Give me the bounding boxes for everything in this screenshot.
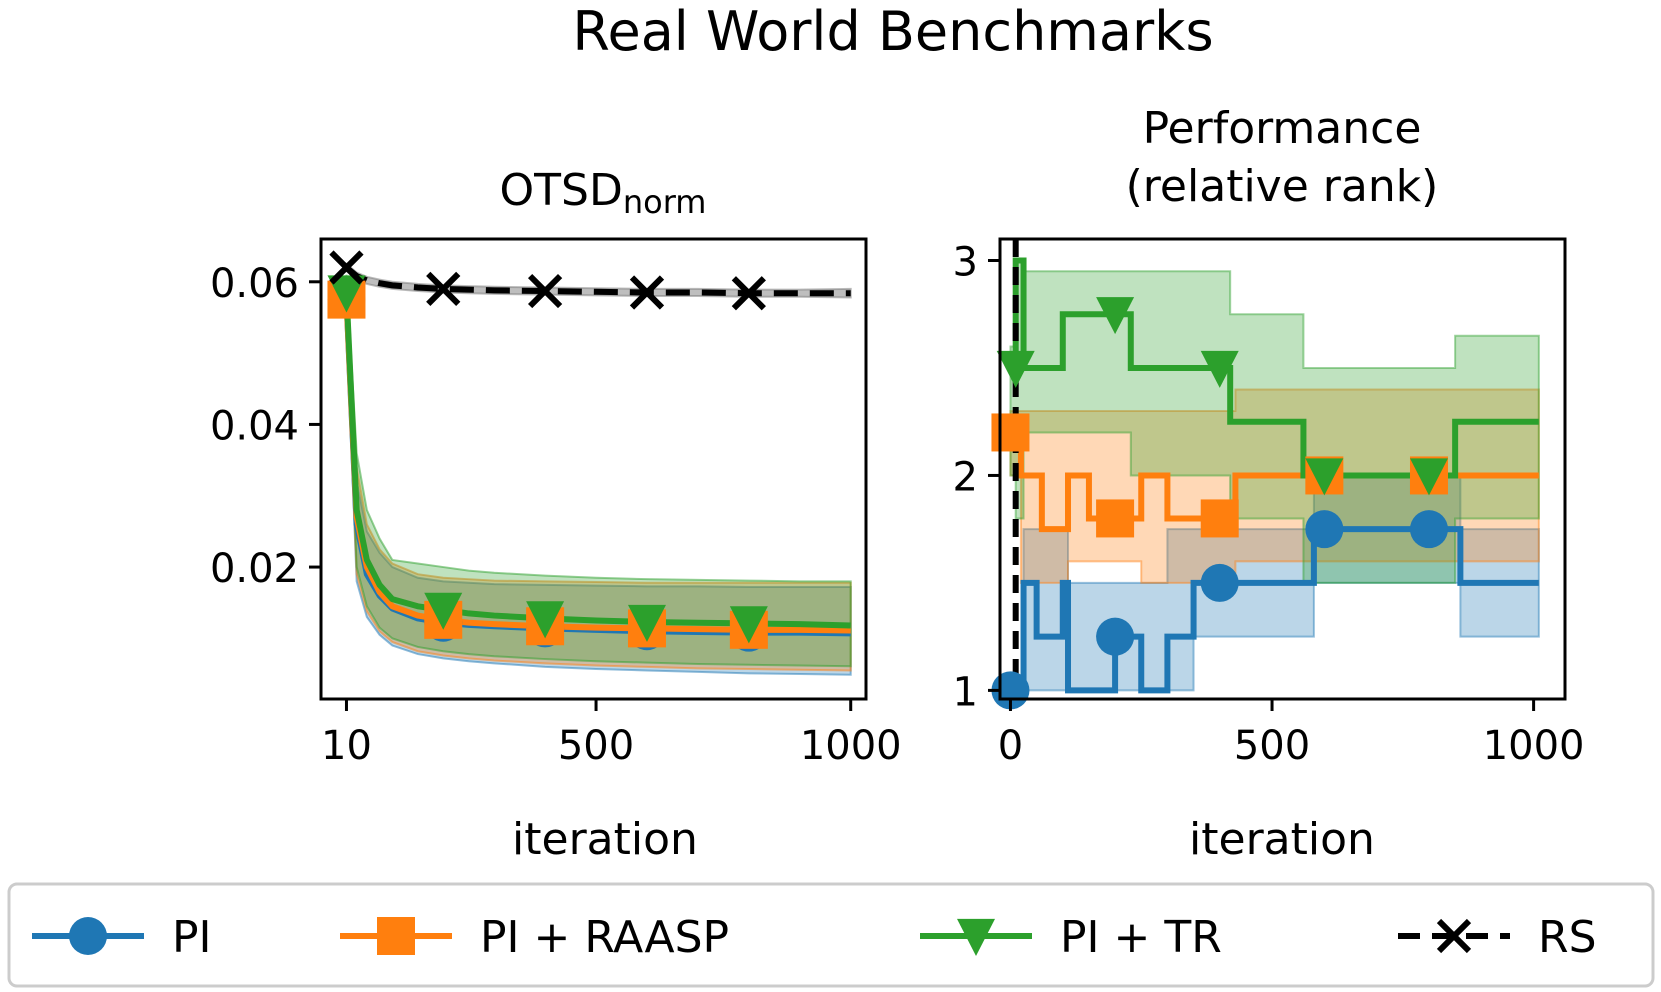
marker-pi-tr bbox=[627, 604, 666, 642]
chart-performance-title-line1: Performance bbox=[1143, 103, 1422, 154]
marker-pi bbox=[1096, 617, 1135, 656]
legend-label: PI bbox=[172, 912, 212, 963]
chart-otsd-xtick-label: 10 bbox=[321, 723, 372, 769]
marker-pi bbox=[1305, 510, 1344, 549]
legend-marker bbox=[377, 917, 415, 955]
chart-performance-ytick-label: 1 bbox=[953, 669, 978, 715]
legend-item-pi-tr: PI + TR bbox=[920, 912, 1222, 963]
marker-pi bbox=[1200, 563, 1239, 602]
chart-performance-ytick-label: 2 bbox=[953, 454, 978, 500]
legend-item-pi-raasp: PI + RAASP bbox=[340, 912, 729, 963]
marker-pi-tr bbox=[1409, 458, 1448, 496]
legend-label: PI + RAASP bbox=[480, 912, 729, 963]
marker-rs bbox=[329, 250, 364, 285]
chart-otsd-ytick-label: 0.06 bbox=[210, 261, 299, 307]
legend-label: RS bbox=[1538, 912, 1597, 963]
marker-pi bbox=[1409, 510, 1448, 549]
marker-rs bbox=[629, 275, 665, 310]
chart-otsd-bands bbox=[345, 261, 852, 676]
marker-pi-tr bbox=[327, 275, 366, 313]
legend-marker bbox=[69, 917, 107, 955]
chart-performance: Performance (relative rank) 0 500 1000123 … bbox=[953, 103, 1585, 865]
chart-performance-frame bbox=[998, 237, 1567, 701]
legend-frame bbox=[7, 882, 1655, 988]
chart-performance-ticks: 0 500 1000 1 2 3 bbox=[953, 239, 1585, 769]
chart-otsd-xlabel: iteration bbox=[512, 814, 698, 865]
marker-rs bbox=[426, 271, 461, 307]
chart-otsd-xtick-label: 1000 bbox=[800, 723, 902, 769]
legend-items: PI PI + RAASP PI + TR RS bbox=[32, 912, 1597, 963]
marker-pi-tr bbox=[996, 350, 1035, 388]
legend: PI PI + RAASP PI + TR RS bbox=[7, 882, 1655, 988]
chart-otsd-xtick-label: 500 bbox=[558, 723, 634, 769]
chart-otsd-lines bbox=[343, 265, 851, 637]
marker-pi-tr bbox=[424, 592, 463, 630]
chart-otsd-title-main: OTSD bbox=[500, 165, 623, 216]
chart-performance-xtick-label: 0 bbox=[998, 723, 1023, 769]
band-pi-raasp bbox=[1009, 388, 1540, 584]
marker-pi-tr bbox=[1305, 458, 1344, 496]
marker-rs bbox=[527, 273, 563, 309]
marker-pi-tr bbox=[1200, 350, 1239, 388]
legend-marker bbox=[957, 918, 995, 956]
chart-otsd-markers bbox=[327, 250, 768, 652]
chart-performance-xlabel: iteration bbox=[1189, 814, 1375, 865]
marker-pi-tr bbox=[526, 601, 565, 639]
line-pi-tr bbox=[1010, 257, 1539, 479]
legend-marker bbox=[1436, 918, 1472, 954]
line-pi-raasp bbox=[343, 299, 851, 634]
chart-otsd-title-subscript: norm bbox=[623, 183, 707, 221]
legend-item-pi: PI bbox=[32, 912, 212, 963]
chart-otsd-ticks: 10 500 1000 0.02 0.04 0.06 bbox=[210, 261, 902, 769]
line-pi-tr bbox=[343, 292, 851, 629]
marker-pi-raasp bbox=[991, 413, 1030, 452]
chart-otsd-frame bbox=[319, 237, 868, 701]
chart-performance-title-line2: (relative rank) bbox=[1126, 161, 1439, 212]
legend-item-rs: RS bbox=[1398, 912, 1597, 963]
line-rs bbox=[344, 265, 851, 297]
marker-pi-raasp bbox=[1096, 499, 1135, 538]
legend-label: PI + TR bbox=[1060, 912, 1222, 963]
chart-performance-ytick-label: 3 bbox=[953, 239, 978, 285]
chart-otsd-ytick-label: 0.02 bbox=[210, 546, 299, 592]
marker-pi-tr bbox=[1096, 297, 1135, 335]
marker-rs bbox=[731, 276, 766, 311]
chart-performance-xtick-label: 1000 bbox=[1483, 723, 1585, 769]
chart-performance-markers bbox=[991, 297, 1448, 710]
chart-performance-xtick-label: 500 bbox=[1234, 723, 1310, 769]
chart-otsd: OTSDnorm 10 500 1000 0.02 0.04 0.06 iteration bbox=[210, 165, 902, 865]
chart-otsd-ytick-label: 0.04 bbox=[210, 403, 299, 449]
suptitle: Real World Benchmarks bbox=[572, 0, 1213, 63]
chart-otsd-title: OTSDnorm bbox=[500, 165, 707, 221]
marker-pi-tr bbox=[729, 606, 768, 644]
marker-pi-raasp bbox=[1200, 499, 1239, 538]
